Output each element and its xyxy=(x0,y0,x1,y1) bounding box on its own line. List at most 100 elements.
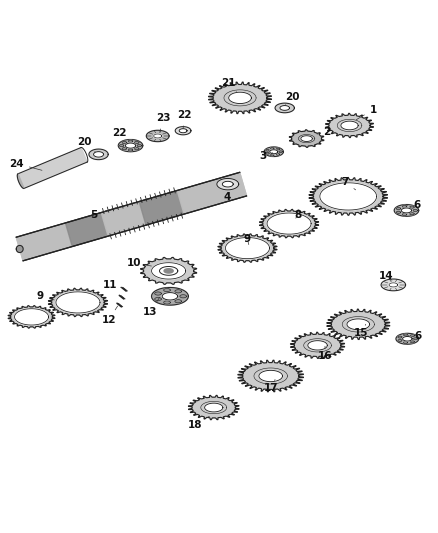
Polygon shape xyxy=(410,213,414,215)
Polygon shape xyxy=(308,341,327,350)
Text: 6: 6 xyxy=(408,330,422,341)
Text: 21: 21 xyxy=(221,78,237,91)
Polygon shape xyxy=(205,403,223,412)
Polygon shape xyxy=(290,130,324,147)
Polygon shape xyxy=(276,148,280,150)
Polygon shape xyxy=(48,288,108,317)
Polygon shape xyxy=(164,269,173,273)
Text: 1: 1 xyxy=(356,104,377,120)
Polygon shape xyxy=(266,149,269,151)
Polygon shape xyxy=(381,279,406,291)
Polygon shape xyxy=(266,152,269,154)
Polygon shape xyxy=(14,309,49,325)
Polygon shape xyxy=(139,190,184,225)
Polygon shape xyxy=(152,287,188,305)
Text: 6: 6 xyxy=(407,200,420,210)
Polygon shape xyxy=(101,201,146,236)
Polygon shape xyxy=(413,209,417,212)
Text: 23: 23 xyxy=(155,114,170,132)
Polygon shape xyxy=(259,370,283,382)
Text: 4: 4 xyxy=(223,192,230,203)
Polygon shape xyxy=(16,246,23,253)
Polygon shape xyxy=(280,106,290,110)
Polygon shape xyxy=(188,395,239,419)
Text: 20: 20 xyxy=(285,92,300,104)
Polygon shape xyxy=(327,309,390,340)
Polygon shape xyxy=(155,292,161,295)
Polygon shape xyxy=(229,92,251,103)
Polygon shape xyxy=(402,214,407,216)
Polygon shape xyxy=(325,114,374,138)
Polygon shape xyxy=(16,223,72,261)
Polygon shape xyxy=(275,103,294,113)
Text: 8: 8 xyxy=(294,210,301,220)
Polygon shape xyxy=(122,148,127,150)
Polygon shape xyxy=(155,297,161,301)
Polygon shape xyxy=(134,148,139,150)
Text: 14: 14 xyxy=(379,271,394,281)
Polygon shape xyxy=(120,144,124,147)
Polygon shape xyxy=(347,319,370,330)
Polygon shape xyxy=(218,234,277,262)
Polygon shape xyxy=(238,360,304,392)
Polygon shape xyxy=(398,340,402,342)
Polygon shape xyxy=(128,140,133,142)
Polygon shape xyxy=(94,151,103,157)
Polygon shape xyxy=(276,154,280,155)
Polygon shape xyxy=(56,292,100,313)
Polygon shape xyxy=(290,332,345,358)
Polygon shape xyxy=(413,338,417,340)
Text: 15: 15 xyxy=(354,324,369,338)
Polygon shape xyxy=(16,172,247,261)
Polygon shape xyxy=(164,301,170,304)
Polygon shape xyxy=(65,213,108,246)
Text: 7: 7 xyxy=(342,177,356,190)
Polygon shape xyxy=(279,151,283,152)
Polygon shape xyxy=(177,172,247,214)
Polygon shape xyxy=(396,211,401,213)
Text: 18: 18 xyxy=(187,416,209,430)
Polygon shape xyxy=(264,147,283,157)
Polygon shape xyxy=(396,333,419,344)
Text: 16: 16 xyxy=(318,346,332,361)
Polygon shape xyxy=(154,134,162,138)
Polygon shape xyxy=(146,130,169,142)
Polygon shape xyxy=(259,209,319,238)
Polygon shape xyxy=(389,283,398,287)
Polygon shape xyxy=(141,257,197,285)
Polygon shape xyxy=(179,128,187,133)
Polygon shape xyxy=(180,295,187,298)
Polygon shape xyxy=(410,206,414,208)
Polygon shape xyxy=(402,205,407,207)
Polygon shape xyxy=(217,179,239,190)
Polygon shape xyxy=(396,207,401,209)
Polygon shape xyxy=(341,121,358,130)
Polygon shape xyxy=(159,266,178,275)
Text: 11: 11 xyxy=(103,280,122,290)
Polygon shape xyxy=(89,149,108,160)
Text: 17: 17 xyxy=(263,379,278,393)
Text: 2: 2 xyxy=(317,127,330,136)
Polygon shape xyxy=(137,144,141,147)
Polygon shape xyxy=(223,181,233,187)
Polygon shape xyxy=(267,213,311,234)
Polygon shape xyxy=(125,143,136,148)
Polygon shape xyxy=(226,238,269,259)
Polygon shape xyxy=(208,82,272,114)
Polygon shape xyxy=(128,149,133,151)
Polygon shape xyxy=(301,136,312,141)
Polygon shape xyxy=(271,154,274,156)
Text: 24: 24 xyxy=(9,159,42,171)
Polygon shape xyxy=(164,288,170,292)
Polygon shape xyxy=(401,208,412,213)
Text: 5: 5 xyxy=(91,208,116,220)
Polygon shape xyxy=(162,293,178,300)
Polygon shape xyxy=(270,150,278,154)
Polygon shape xyxy=(17,174,24,189)
Text: 20: 20 xyxy=(77,136,95,152)
Polygon shape xyxy=(175,300,181,303)
Polygon shape xyxy=(410,335,414,337)
Polygon shape xyxy=(175,127,191,135)
Polygon shape xyxy=(134,141,139,143)
Polygon shape xyxy=(122,141,127,143)
